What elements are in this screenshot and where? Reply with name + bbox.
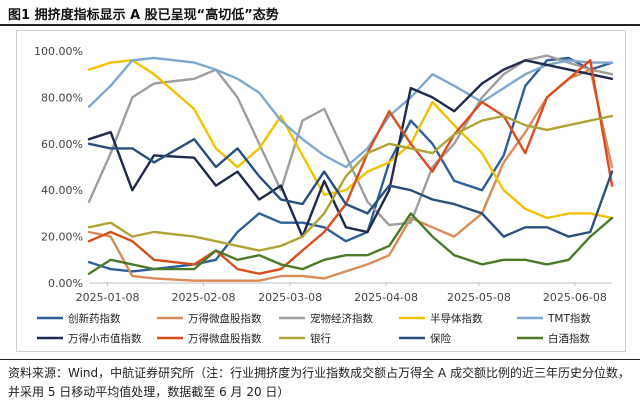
line-chart: 0.00% 20.00% 40.00% 60.00% 80.00% 100.00% 2025… xyxy=(34,45,614,345)
source-note: 资料来源：Wind，中航证券研究所（注：行业拥挤度为行业指数成交额占万得全 A … xyxy=(8,366,631,399)
y-tick-label: 100.00% xyxy=(34,45,83,58)
chart-axes: 0.00% 20.00% 40.00% 60.00% 80.00% 100.00% 2025… xyxy=(34,45,612,304)
series-line-8 xyxy=(87,114,614,252)
x-tick-label: 2025-02-08 xyxy=(172,291,236,304)
y-tick-label: 0.00% xyxy=(48,277,83,290)
x-tick-label: 2025-06-08 xyxy=(543,291,607,304)
legend-label: 银行 xyxy=(310,332,331,345)
figure-title: 图1 拥挤度指标显示 A 股已呈现“高切低”态势 xyxy=(8,8,279,23)
x-tick-label: 2025-03-08 xyxy=(258,291,322,304)
bottom-rule xyxy=(0,359,640,360)
legend-label: 万得小市值指数 xyxy=(68,332,142,345)
y-tick-label: 80.00% xyxy=(41,91,83,104)
chart-frame: 0.00% 20.00% 40.00% 60.00% 80.00% 100.00% 2025… xyxy=(16,30,626,352)
chart-series xyxy=(87,54,614,282)
legend-label: 万得微盘股指数 xyxy=(188,312,262,325)
legend-label: 保险 xyxy=(430,332,451,345)
top-rule xyxy=(0,24,640,26)
series-line-2 xyxy=(87,68,614,282)
legend-label: 半导体指数 xyxy=(430,312,483,325)
y-tick-label: 40.00% xyxy=(41,184,83,197)
series-line-9 xyxy=(87,137,614,238)
series-line-5 xyxy=(87,56,614,169)
series-line-3 xyxy=(87,54,614,227)
series-line-10 xyxy=(87,212,614,275)
legend-label: 创新药指数 xyxy=(68,312,121,325)
series-line-6 xyxy=(87,59,614,238)
series-line-7 xyxy=(87,59,614,275)
legend-label: 万得微盘股指数 xyxy=(188,332,262,345)
x-tick-label: 2025-05-08 xyxy=(447,291,511,304)
x-tick-label: 2025-04-08 xyxy=(354,291,418,304)
y-tick-label: 60.00% xyxy=(41,138,83,151)
y-tick-label: 20.00% xyxy=(41,231,83,244)
series-line-1 xyxy=(87,56,614,273)
x-tick-label: 2025-01-08 xyxy=(76,291,140,304)
legend-label: 白酒指数 xyxy=(548,332,590,345)
legend-label: TMT指数 xyxy=(547,312,591,325)
legend-label: 宠物经济指数 xyxy=(310,312,373,325)
